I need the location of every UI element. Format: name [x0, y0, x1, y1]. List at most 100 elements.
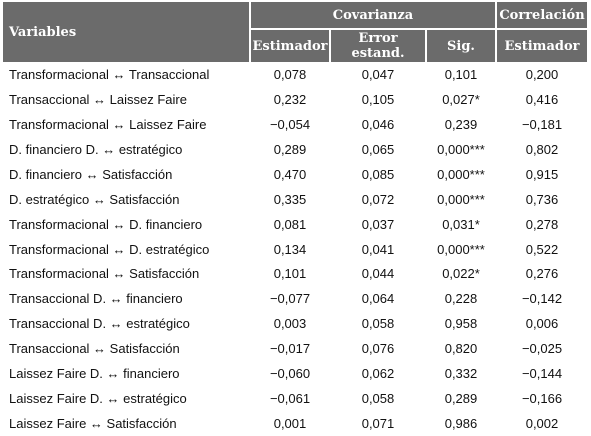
table-body: Transformacional ↔ Transaccional 0,078 0,0… [3, 62, 587, 436]
cell-variable: Transformacional ↔ Transaccional [9, 66, 210, 82]
cell-variable: Laissez Faire D. ↔ estratégico [9, 391, 187, 407]
cell-error-estandar: 0,037 [361, 216, 395, 232]
cell-sig: 0,000*** [437, 141, 485, 157]
cell-sig: 0,958 [444, 316, 478, 332]
cell-correlacion: 0,416 [525, 91, 559, 107]
cell-correlacion: 0,802 [525, 141, 559, 157]
cell-correlacion: 0,200 [525, 66, 559, 82]
cell-variable: D. estratégico ↔ Satisfacción [9, 191, 180, 207]
cell-sig: 0,022* [442, 266, 480, 282]
cell-error-estandar: 0,076 [361, 341, 395, 357]
cell-error-estandar: 0,058 [361, 316, 395, 332]
cell-sig: 0,000*** [437, 241, 485, 257]
cell-error-estandar: 0,064 [361, 291, 395, 307]
header-group-correlacion: Correlación [497, 2, 587, 28]
cell-sig: 0,000*** [437, 191, 485, 207]
cell-error-estandar: 0,072 [361, 191, 395, 207]
cell-correlacion: −0,181 [521, 116, 563, 132]
cell-error-estandar: 0,047 [361, 66, 395, 82]
cell-estimador: 0,081 [273, 216, 307, 232]
cell-sig: 0,986 [444, 416, 478, 432]
cell-estimador: 0,078 [273, 66, 307, 82]
cell-estimador: 0,101 [273, 266, 307, 282]
cell-sig: 0,031* [442, 216, 480, 232]
table-row: Transformacional ↔ D. estratégico 0,134 0,… [3, 237, 587, 262]
cell-error-estandar: 0,062 [361, 366, 395, 382]
cell-error-estandar: 0,046 [361, 116, 395, 132]
cell-variable: Transaccional D. ↔ estratégico [9, 316, 190, 332]
table-row: Transformacional ↔ D. financiero 0,081 0,0… [3, 212, 587, 237]
cell-estimador: 0,003 [273, 316, 307, 332]
cell-correlacion: 0,276 [525, 266, 559, 282]
cell-error-estandar: 0,085 [361, 166, 395, 182]
table-row: Transformacional ↔ Laissez Faire −0,054 0,… [3, 112, 587, 137]
cell-sig: 0,289 [444, 391, 478, 407]
cell-sig: 0,000*** [437, 166, 485, 182]
table-row: D. financiero D. ↔ estratégico 0,289 0,065… [3, 137, 587, 162]
header-variables: Variables [3, 2, 249, 62]
table-row: Transaccional ↔ Laissez Faire 0,232 0,105 0… [3, 87, 587, 112]
header-group-covarianza: Covarianza [251, 2, 495, 28]
cell-correlacion: 0,006 [525, 316, 559, 332]
cell-correlacion: 0,278 [525, 216, 559, 232]
cell-variable: Transaccional ↔ Laissez Faire [9, 91, 187, 107]
cell-error-estandar: 0,065 [361, 141, 395, 157]
table-row: Transaccional ↔ Satisfacción −0,017 0,076 0… [3, 336, 587, 361]
cell-estimador: −0,077 [269, 291, 311, 307]
cell-sig: 0,239 [444, 116, 478, 132]
header-sig: Sig. [427, 28, 495, 62]
table-row: D. estratégico ↔ Satisfacción 0,335 0,072 0… [3, 187, 587, 212]
table-row: Transformacional ↔ Transaccional 0,078 0,0… [3, 62, 587, 87]
cell-error-estandar: 0,071 [361, 416, 395, 432]
cell-sig: 0,820 [444, 341, 478, 357]
table-row: Laissez Faire D. ↔ estratégico −0,061 0,05… [3, 386, 587, 411]
cell-estimador: −0,060 [269, 366, 311, 382]
cell-sig: 0,228 [444, 291, 478, 307]
cell-variable: Transformacional ↔ Satisfacción [9, 266, 200, 282]
cell-variable: Transformacional ↔ D. financiero [9, 216, 203, 232]
cell-estimador: −0,061 [269, 391, 311, 407]
cell-estimador: 0,134 [273, 241, 307, 257]
cell-correlacion: −0,144 [521, 366, 563, 382]
cell-correlacion: 0,915 [525, 166, 559, 182]
cell-correlacion: 0,002 [525, 416, 559, 432]
header-error-estandar: Error estand. [331, 28, 425, 62]
cell-sig: 0,101 [444, 66, 478, 82]
cell-variable: Transformacional ↔ Laissez Faire [9, 116, 207, 132]
cell-correlacion: −0,166 [521, 391, 563, 407]
cell-variable: D. financiero ↔ Satisfacción [9, 166, 173, 182]
cell-error-estandar: 0,041 [361, 241, 395, 257]
cell-variable: D. financiero D. ↔ estratégico [9, 141, 183, 157]
cell-estimador: 0,335 [273, 191, 307, 207]
cell-variable: Laissez Faire D. ↔ financiero [9, 366, 180, 382]
cell-variable: Transaccional D. ↔ financiero [9, 291, 183, 307]
cell-estimador: 0,001 [273, 416, 307, 432]
header-estimador: Estimador [251, 28, 329, 62]
table-row: Transaccional D. ↔ estratégico 0,003 0,058… [3, 311, 587, 336]
cell-correlacion: 0,736 [525, 191, 559, 207]
cell-estimador: 0,470 [273, 166, 307, 182]
cell-correlacion: −0,142 [521, 291, 563, 307]
table-row: Laissez Faire D. ↔ financiero −0,060 0,062… [3, 361, 587, 386]
cell-estimador: 0,232 [273, 91, 307, 107]
cell-variable: Transaccional ↔ Satisfacción [9, 341, 180, 357]
cell-error-estandar: 0,044 [361, 266, 395, 282]
header-corr-estimador: Estimador [497, 28, 587, 62]
table-row: Laissez Faire ↔ Satisfacción 0,001 0,071 0,… [3, 411, 587, 436]
cell-correlacion: −0,025 [521, 341, 563, 357]
cell-sig: 0,027* [442, 91, 480, 107]
cell-variable: Laissez Faire ↔ Satisfacción [9, 416, 177, 432]
table-row: Transaccional D. ↔ financiero −0,077 0,064… [3, 286, 587, 311]
cell-error-estandar: 0,105 [361, 91, 395, 107]
table-header: Variables Covarianza Correlación Estimad… [3, 2, 587, 62]
cell-estimador: −0,054 [269, 116, 311, 132]
cell-estimador: 0,289 [273, 141, 307, 157]
cell-variable: Transformacional ↔ D. estratégico [9, 241, 210, 257]
table-row: D. financiero ↔ Satisfacción 0,470 0,085 0,… [3, 162, 587, 187]
table-row: Transformacional ↔ Satisfacción 0,101 0,04… [3, 262, 587, 287]
cell-estimador: −0,017 [269, 341, 311, 357]
cell-error-estandar: 0,058 [361, 391, 395, 407]
cell-correlacion: 0,522 [525, 241, 559, 257]
cell-sig: 0,332 [444, 366, 478, 382]
